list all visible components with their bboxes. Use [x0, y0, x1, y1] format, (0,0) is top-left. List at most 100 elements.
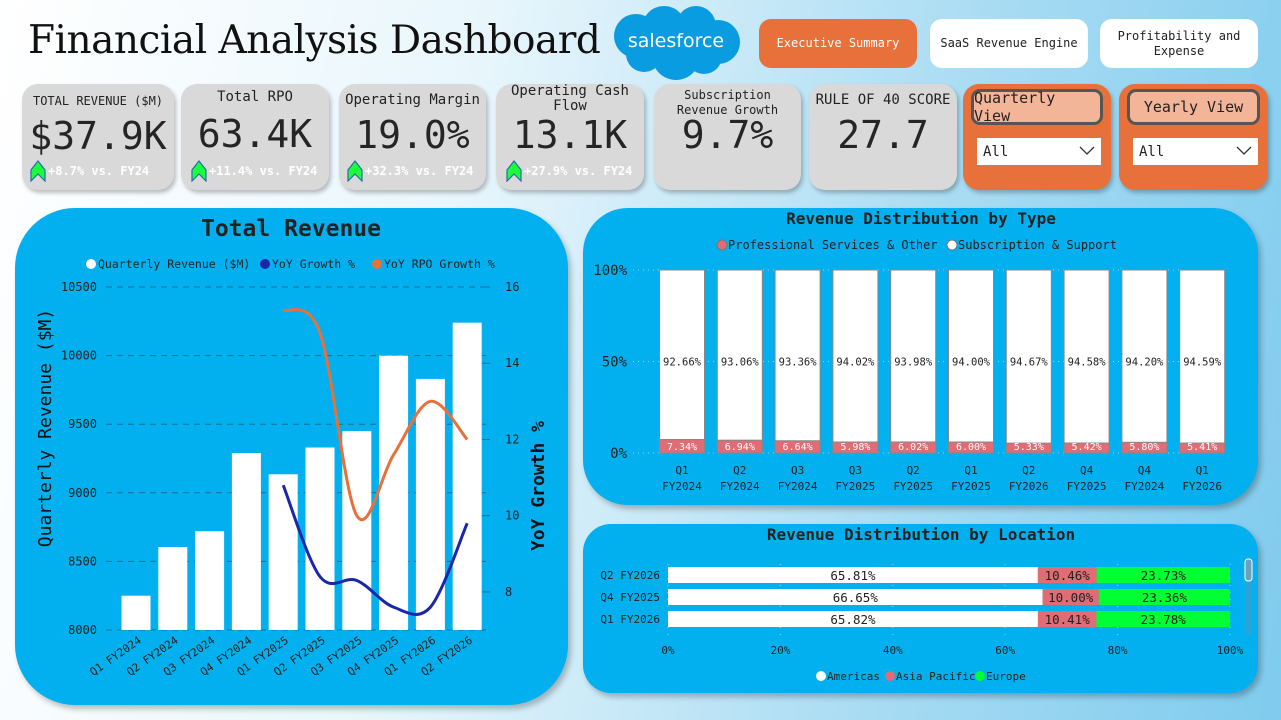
revenue-bar	[452, 322, 482, 630]
revenue-bar	[379, 355, 409, 630]
page-title: Financial Analysis Dashboard	[28, 18, 601, 63]
revenue-by-location-chart: Revenue Distribution by Location 0% 20% 40%…	[600, 525, 1253, 683]
x-tick-label: Q3	[849, 464, 862, 477]
asia-pacific-segment	[1037, 611, 1097, 627]
x-tick-label: Q1	[1196, 464, 1209, 477]
revenue-bar	[268, 474, 298, 630]
kpi-total-rpo: Total RPO 63.4K +11.4% vs. FY24	[181, 84, 329, 190]
data-label: 10.00%	[1048, 590, 1094, 605]
chart-title: Revenue Distribution by Type	[786, 209, 1056, 228]
legend-marker	[946, 239, 958, 251]
data-label: 65.82%	[830, 612, 876, 627]
data-label: 5.42%	[1072, 442, 1102, 453]
subscription-bar	[1005, 269, 1052, 444]
quarterly-dropdown[interactable]: All	[977, 138, 1101, 165]
kpi-value: 19.0%	[355, 113, 470, 157]
legend-label: Americas	[827, 670, 880, 683]
chevron-down-icon	[1236, 144, 1252, 160]
data-label: 94.58%	[1068, 357, 1107, 369]
subscription-bar	[948, 269, 994, 443]
yearly-filter-card: Yearly View All	[1119, 84, 1268, 190]
data-label: 94.02%	[836, 357, 875, 369]
europe-segment	[1096, 611, 1231, 627]
x-tick-label: FY2025	[836, 480, 876, 493]
kpi-total-revenue: TOTAL REVENUE ($M) $37.9K +8.7% vs. FY24	[22, 84, 174, 190]
y-tick-label: 0%	[610, 446, 627, 462]
yearly-dropdown[interactable]: All	[1133, 138, 1258, 165]
legend-marker	[86, 259, 96, 269]
kpi-operating-margin: Operating Margin 19.0% +32.3% vs. FY24	[339, 84, 486, 190]
revenue-by-type-panel: Revenue Distribution by Type Professional…	[583, 208, 1258, 505]
x-tick-label: FY2024	[662, 480, 702, 493]
total-revenue-panel: Total Revenue Quarterly Revenue ($M) YoY G…	[15, 208, 568, 705]
nav-profitability-expense[interactable]: Profitability and Expense	[1100, 19, 1258, 68]
legend-label: YoY RPO Growth %	[384, 257, 495, 271]
data-label: 6.64%	[783, 442, 813, 453]
kpi-label: Total RPO	[217, 89, 293, 105]
subscription-bar	[659, 269, 705, 441]
y2-tick-label: 16	[505, 280, 519, 294]
europe-segment	[1098, 589, 1231, 605]
kpi-label: Operating Cash Flow	[510, 84, 629, 114]
nav-saas-revenue-engine[interactable]: SaaS Revenue Engine	[930, 19, 1088, 68]
legend-label: YoY Growth %	[272, 257, 355, 271]
y2-tick-label: 12	[505, 432, 519, 446]
professional-services-bar	[716, 439, 763, 454]
kpi-label: TOTAL REVENUE ($M)	[32, 94, 164, 108]
y-tick-label: 8500	[68, 554, 97, 568]
legend-label: Europe	[986, 670, 1026, 683]
legend-marker	[716, 239, 728, 251]
kpi-delta: +27.9% vs. FY24	[506, 160, 632, 182]
x-tick-label: Q4	[1080, 464, 1094, 477]
professional-services-bar	[890, 441, 937, 454]
kpi-delta: +11.4% vs. FY24	[191, 160, 317, 182]
revenue-bar	[121, 595, 151, 630]
professional-services-bar	[659, 439, 705, 454]
revenue-bar	[342, 431, 372, 630]
professional-services-bar	[1179, 442, 1226, 454]
yearly-view-button[interactable]: Yearly View	[1127, 89, 1260, 125]
quarterly-filter-card: Quarterly View All	[963, 84, 1111, 190]
data-label: 94.00%	[952, 357, 991, 369]
revenue-bar	[231, 453, 261, 630]
up-arrow-icon	[191, 160, 207, 182]
y-tick-label: Q1 FY2026	[600, 613, 660, 626]
kpi-value: 63.4K	[197, 112, 313, 156]
americas-segment	[668, 567, 1038, 583]
kpi-label: RULE OF 40 SCORE	[815, 92, 951, 108]
x-tick-label: Q2	[733, 464, 746, 477]
y2-tick-label: 8	[505, 585, 512, 599]
data-label: 10.41%	[1045, 612, 1091, 627]
revenue-bar	[195, 531, 225, 630]
data-label: 6.94%	[725, 442, 755, 453]
scrollbar-thumb[interactable]	[1244, 558, 1253, 582]
y2-tick-label: 14	[505, 356, 519, 370]
revenue-by-location-panel: Revenue Distribution by Location 0% 20% 40%…	[583, 524, 1258, 693]
legend-label: Quarterly Revenue ($M)	[98, 257, 250, 271]
y2-tick-label: 10	[505, 509, 519, 523]
x-tick-label: Q2	[907, 464, 920, 477]
kpi-value: 9.7%	[681, 113, 774, 157]
y-tick-label: Q2 FY2026	[600, 569, 660, 582]
x-tick-label: FY2025	[893, 480, 933, 493]
x-tick-label: FY2026	[1182, 480, 1222, 493]
nav-executive-summary[interactable]: Executive Summary	[759, 19, 917, 68]
x-tick-label: FY2026	[1009, 480, 1049, 493]
data-label: 6.02%	[898, 442, 928, 453]
quarterly-view-button[interactable]: Quarterly View	[971, 89, 1103, 125]
y-tick-label: 9000	[68, 486, 97, 500]
subscription-bar	[832, 269, 879, 443]
data-label: 5.33%	[1014, 442, 1044, 453]
legend-marker	[816, 671, 826, 681]
rpo-growth-line	[282, 308, 469, 521]
kpi-delta: +32.3% vs. FY24	[347, 160, 473, 182]
kpi-rule-of-40: RULE OF 40 SCORE 27.7	[809, 84, 957, 190]
kpi-delta: +8.7% vs. FY24	[30, 160, 149, 182]
up-arrow-icon	[30, 160, 46, 182]
legend-label: Asia Pacific	[896, 670, 975, 683]
kpi-value: 13.1K	[512, 113, 628, 157]
data-label: 66.65%	[833, 590, 879, 605]
kpi-subscription-growth: Subscription Revenue Growth 9.7%	[654, 84, 801, 190]
x-tick-label: FY2025	[951, 480, 991, 493]
data-label: 94.20%	[1125, 357, 1164, 369]
